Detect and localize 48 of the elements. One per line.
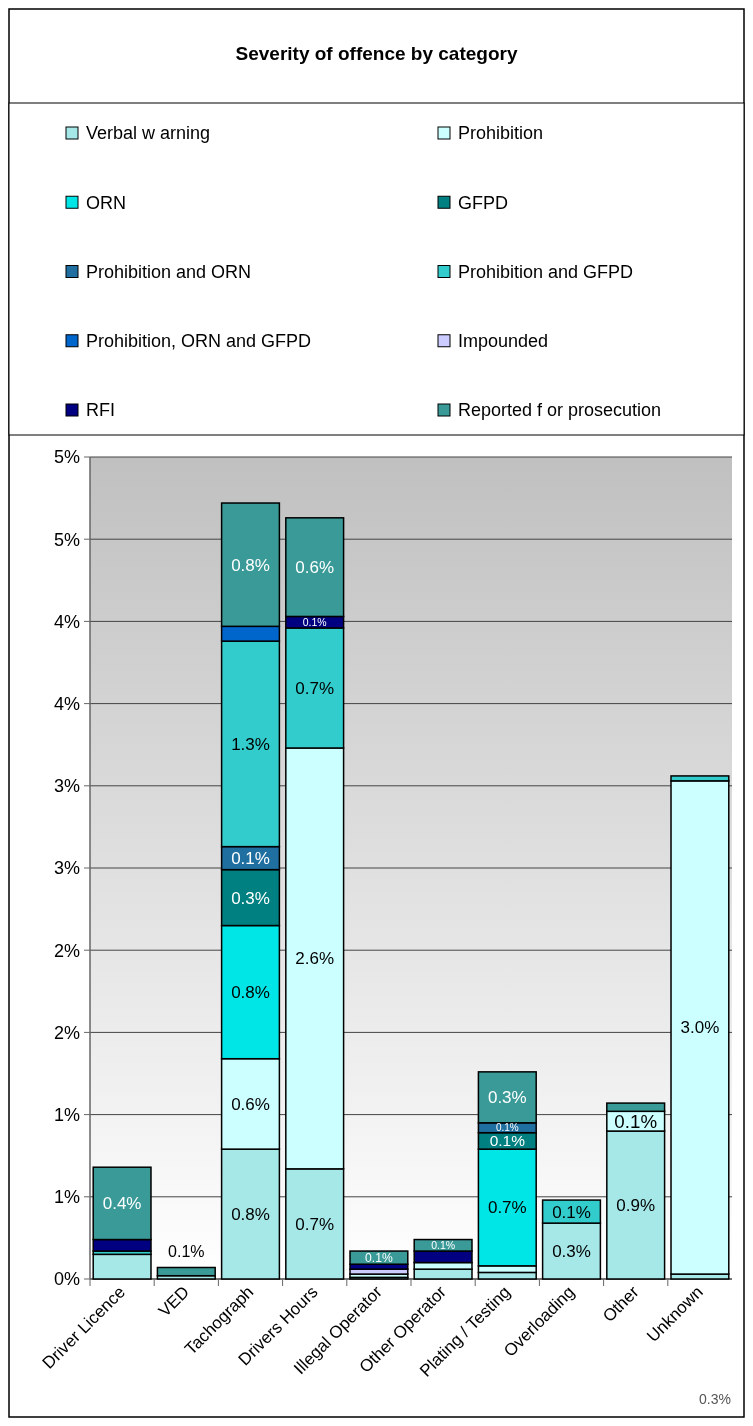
y-tick-label: 2% bbox=[53, 1022, 80, 1043]
legend-label: Impounded bbox=[458, 331, 549, 352]
data-label: 0.1% bbox=[365, 1250, 393, 1265]
chart-title: Severity of offence by category bbox=[235, 43, 518, 64]
data-label: 0.4% bbox=[102, 1194, 142, 1214]
data-label: 0.7% bbox=[295, 1214, 335, 1234]
y-tick-label: 5% bbox=[53, 447, 80, 468]
legend-label: ORN bbox=[86, 192, 126, 213]
data-label: 2.6% bbox=[295, 949, 335, 969]
data-label: 0.1% bbox=[495, 1122, 519, 1134]
data-label: 0.1% bbox=[431, 1238, 456, 1251]
data-label: 1.3% bbox=[231, 734, 270, 754]
data-label: 0.1% bbox=[614, 1110, 658, 1132]
data-label: 0.3% bbox=[487, 1088, 527, 1108]
data-label: 3.0% bbox=[680, 1018, 720, 1038]
y-tick-label: 1% bbox=[53, 1104, 80, 1125]
y-tick-label: 4% bbox=[53, 693, 80, 714]
text: 0.3% bbox=[699, 1391, 731, 1407]
legend-label: RFI bbox=[86, 400, 115, 421]
y-tick-label: 5% bbox=[53, 529, 80, 550]
y-tick-label: 1% bbox=[53, 1187, 80, 1208]
legend-label: Prohibition, ORN and GFPD bbox=[86, 331, 312, 352]
data-label: 0.1% bbox=[489, 1132, 526, 1150]
data-label: 0.8% bbox=[231, 1205, 270, 1225]
y-tick-label: 3% bbox=[53, 776, 80, 797]
data-label: 0.6% bbox=[295, 558, 335, 578]
data-label: 0.8% bbox=[231, 555, 270, 575]
data-label: 0.8% bbox=[231, 983, 270, 1003]
legend-label: Reported f or prosecution bbox=[458, 400, 662, 421]
data-label: 0.1% bbox=[302, 615, 327, 628]
y-tick-label: 4% bbox=[53, 611, 80, 632]
data-label: 0.6% bbox=[231, 1094, 270, 1114]
legend-label: Verbal w arning bbox=[86, 123, 211, 144]
data-label: 0.1% bbox=[231, 849, 270, 869]
data-label: 0.1% bbox=[552, 1202, 591, 1222]
y-tick-label: 0% bbox=[53, 1269, 80, 1290]
data-label: 0.1% bbox=[168, 1243, 205, 1261]
data-label: 0.7% bbox=[295, 678, 335, 698]
y-tick-label: 3% bbox=[53, 858, 80, 879]
legend-label: Prohibition and ORN bbox=[86, 261, 252, 282]
legend-label: Prohibition bbox=[458, 123, 544, 144]
data-label: 0.9% bbox=[616, 1195, 656, 1215]
y-tick-label: 2% bbox=[53, 940, 80, 961]
data-label: 0.3% bbox=[552, 1242, 591, 1261]
data-label: 0.3% bbox=[231, 888, 270, 908]
legend-label: GFPD bbox=[458, 192, 509, 213]
legend-label: Prohibition and GFPD bbox=[458, 261, 634, 282]
data-label: 0.7% bbox=[487, 1198, 527, 1218]
